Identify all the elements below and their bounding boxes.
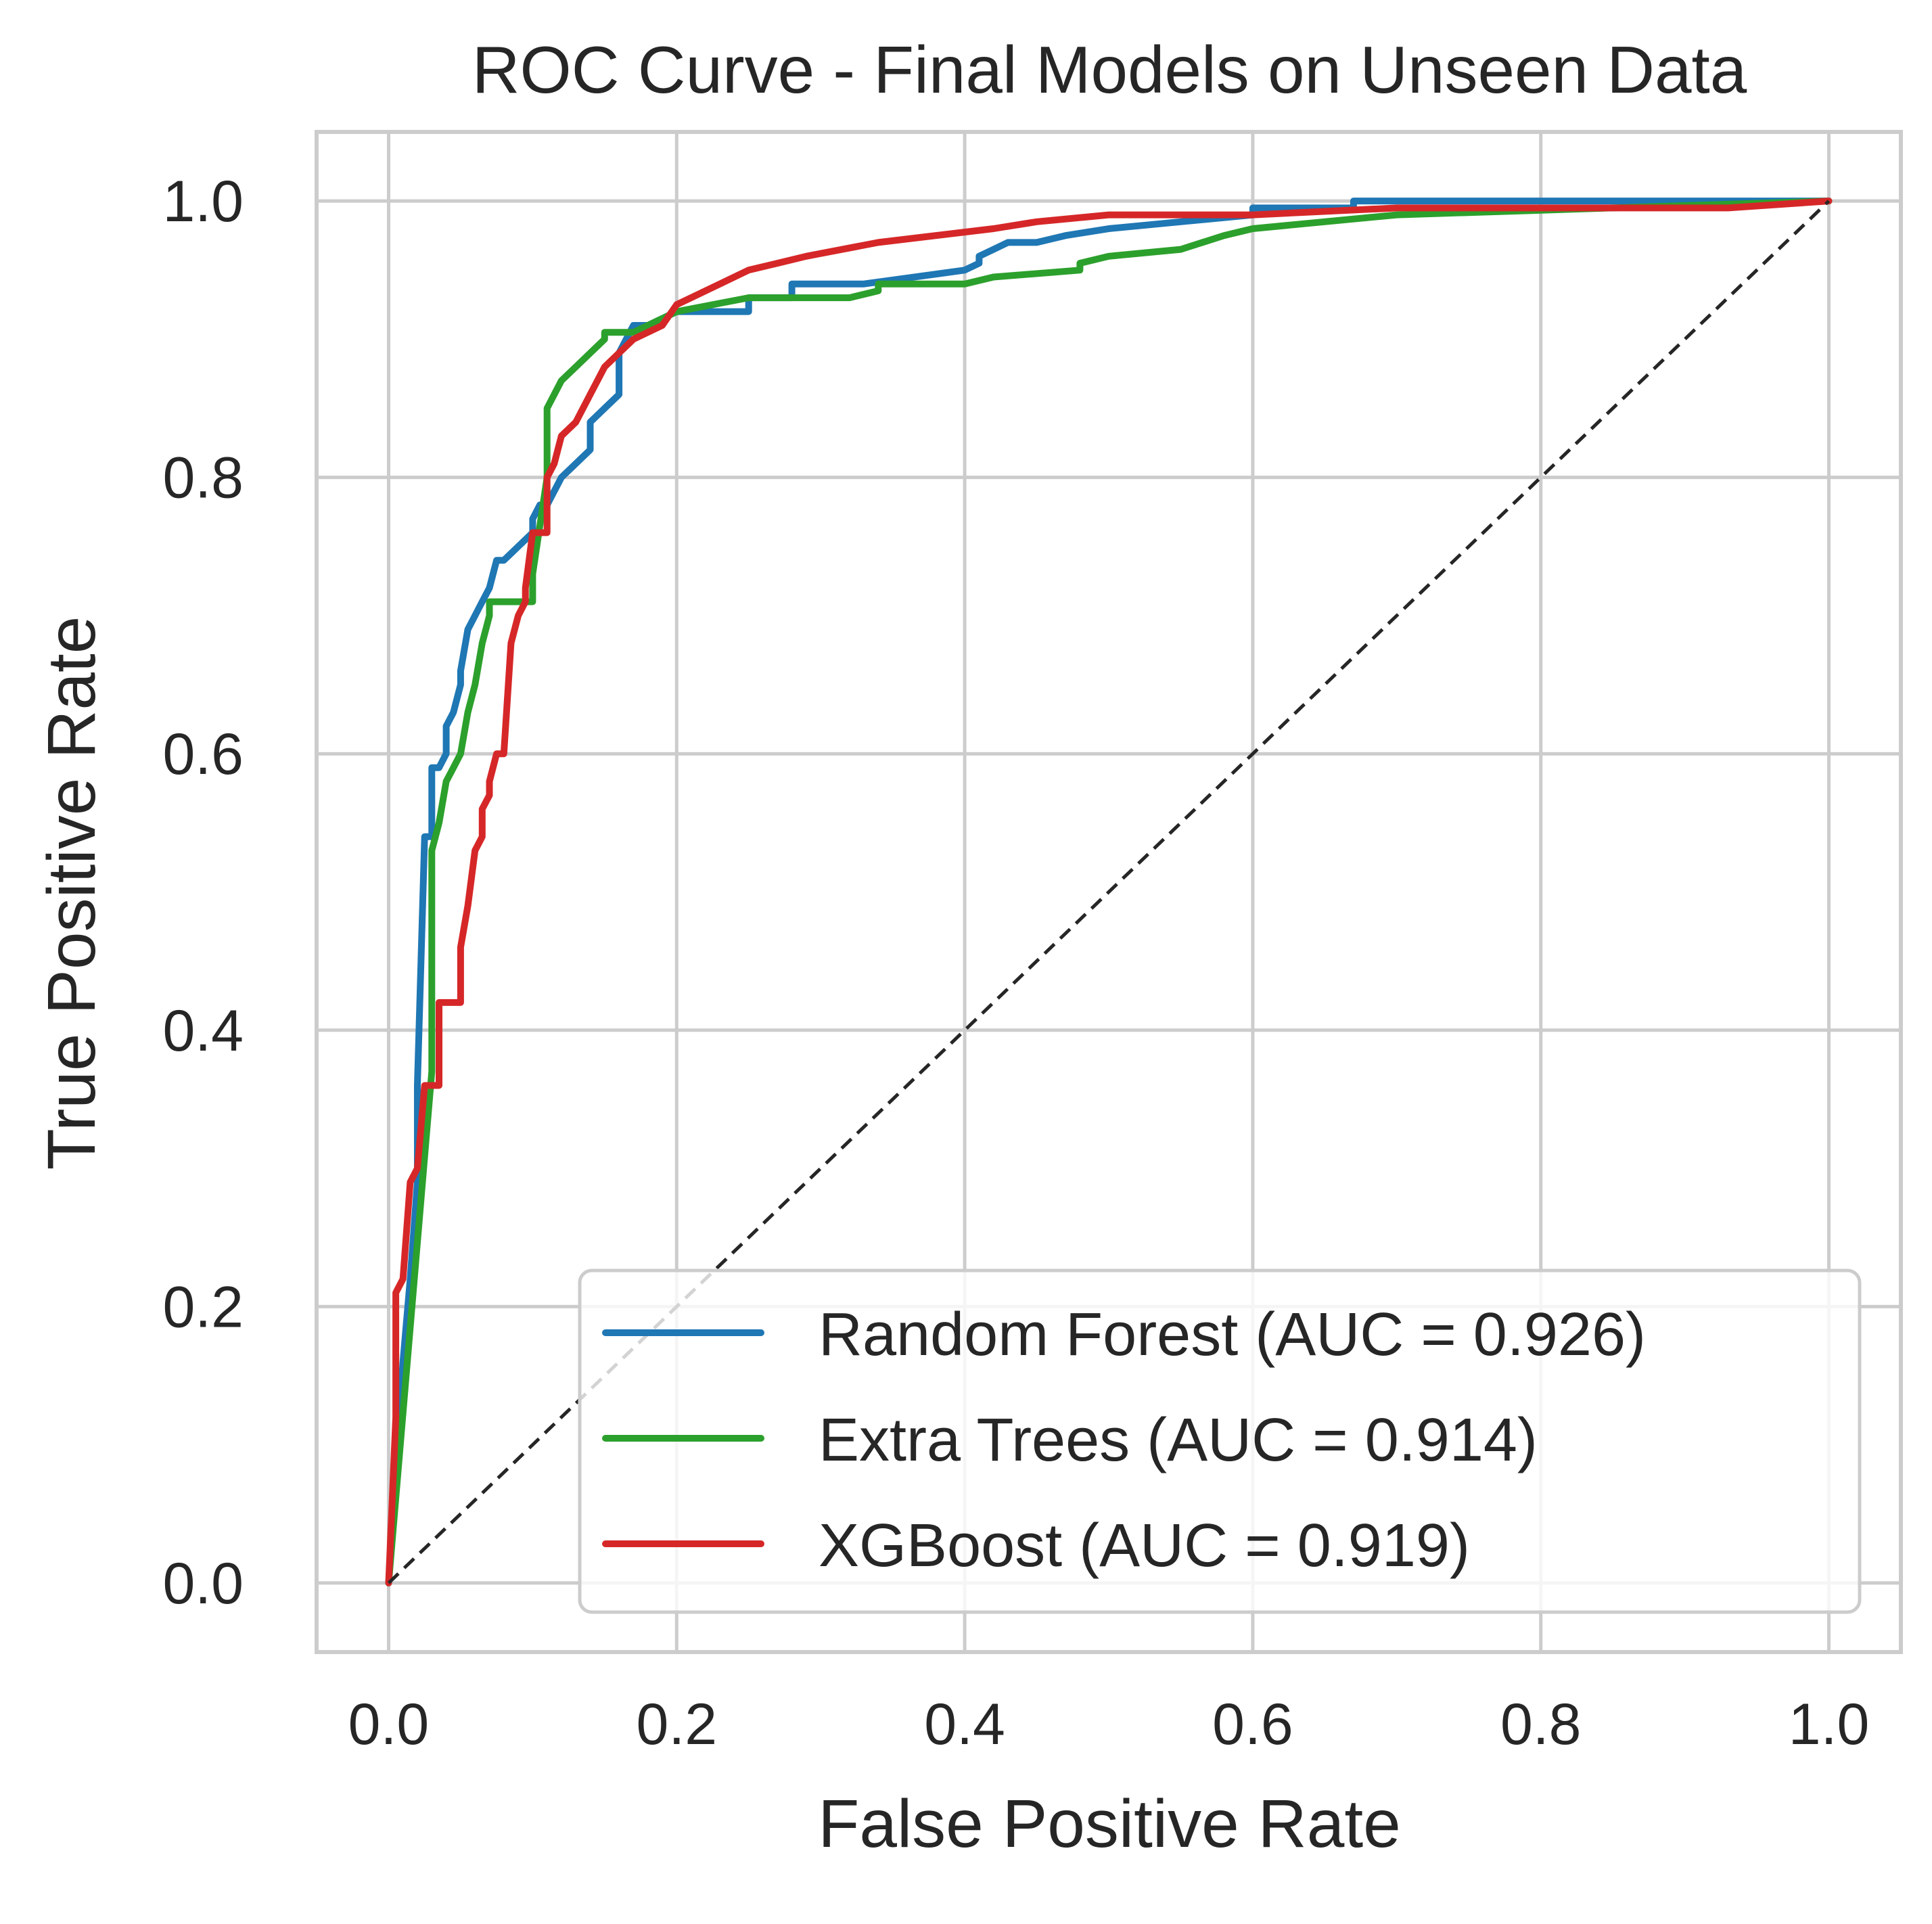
legend-box	[578, 1268, 1862, 1614]
y-axis-label: True Positive Rate	[34, 616, 110, 1170]
y-tick-label: 0.2	[162, 1275, 244, 1339]
x-tick-label: 1.0	[1789, 1692, 1870, 1757]
legend-label: Random Forest (AUC = 0.926)	[819, 1301, 1646, 1369]
plot-frame	[315, 130, 1903, 1654]
y-tick-label: 1.0	[162, 169, 244, 234]
legend-label: XGBoost (AUC = 0.919)	[819, 1512, 1470, 1580]
legend-label: Extra Trees (AUC = 0.914)	[819, 1406, 1538, 1474]
y-tick-label: 0.8	[162, 446, 244, 511]
x-tick-label: 0.8	[1500, 1692, 1582, 1757]
legend: Random Forest (AUC = 0.926) Extra Trees (…	[578, 1268, 1862, 1614]
series-line-2	[385, 198, 1833, 1586]
y-tick-label: 0.4	[162, 999, 244, 1063]
series-line-1	[385, 198, 1833, 1586]
series-line-0	[385, 198, 1833, 1586]
y-tick-label: 0.6	[162, 722, 244, 787]
x-axis-label: False Positive Rate	[818, 1786, 1400, 1862]
y-tick-labels: 0.0 0.2 0.4 0.6 0.8 1.0	[162, 169, 244, 1616]
x-tick-label: 0.4	[924, 1692, 1005, 1757]
y-tick-label: 0.0	[162, 1551, 244, 1616]
chart-title: ROC Curve - Final Models on Unseen Data	[472, 32, 1747, 107]
x-tick-labels: 0.0 0.2 0.4 0.6 0.8 1.0	[348, 1692, 1870, 1757]
x-tick-label: 0.0	[348, 1692, 430, 1757]
x-tick-label: 0.2	[636, 1692, 717, 1757]
x-tick-label: 0.6	[1212, 1692, 1293, 1757]
